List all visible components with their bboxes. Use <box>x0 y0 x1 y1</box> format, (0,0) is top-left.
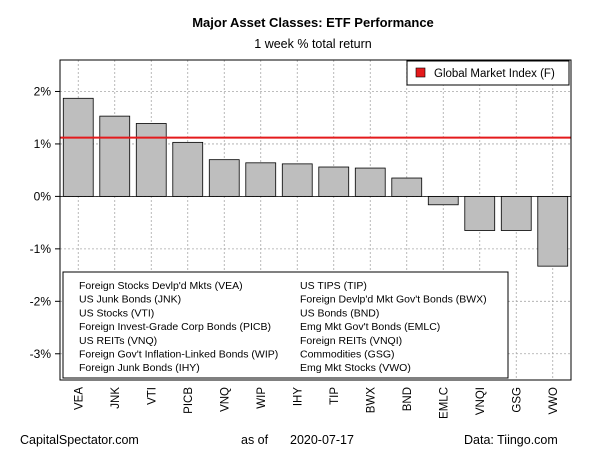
ticker-key-left-item: Foreign Invest-Grade Corp Bonds (PICB) <box>79 321 271 333</box>
ticker-key-right-item: Emg Mkt Stocks (VWO) <box>300 362 411 374</box>
ticker-key-right-item: Commodities (GSG) <box>300 349 395 361</box>
x-tick-label: VNQ <box>219 387 231 412</box>
bar-gsg <box>500 195 532 231</box>
bar-ihy <box>281 163 313 197</box>
y-tick-label: -2% <box>30 294 52 308</box>
x-tick-label: VWO <box>548 387 560 415</box>
y-tick-label: 1% <box>34 137 52 151</box>
chart-title: Major Asset Classes: ETF Performance <box>192 15 434 30</box>
ticker-key-left-item: US REITs (VNQ) <box>79 335 157 347</box>
ticker-key-left-item: Foreign Junk Bonds (IHY) <box>79 362 200 374</box>
plot-frame <box>59 59 572 381</box>
ticker-key-right-item: Foreign REITs (VNQI) <box>300 335 402 347</box>
ticker-key-box <box>62 271 509 379</box>
bars <box>60 97 571 267</box>
bar-vea <box>62 97 94 197</box>
bar-picb <box>172 141 204 197</box>
legend-label: Global Market Index (F) <box>434 68 555 80</box>
bar-vnqi <box>464 195 496 231</box>
x-tick-label: TIP <box>329 387 341 405</box>
x-tick-label: WIP <box>256 387 268 409</box>
bar-wip <box>245 162 277 197</box>
legend-box <box>406 60 570 86</box>
x-tick-label: GSG <box>511 387 523 413</box>
bar-vnq <box>208 159 240 197</box>
ticker-key-right-item: US Bonds (BND) <box>300 307 379 319</box>
y-tick-label: 2% <box>34 84 52 98</box>
bar-vwo <box>537 195 569 267</box>
etf-performance-chart: Major Asset Classes: ETF Performance 1 w… <box>30 15 572 419</box>
ticker-key-right-item: US TIPS (TIP) <box>300 280 367 292</box>
legend: Global Market Index (F) <box>406 60 570 86</box>
x-tick-label: BWX <box>365 387 377 414</box>
footer-date-prefix: as of <box>241 433 269 447</box>
ticker-key-left-item: US Stocks (VTI) <box>79 307 154 319</box>
y-tick-label: -1% <box>30 242 52 256</box>
bar-vti <box>135 123 167 197</box>
y-tick-label: -3% <box>30 347 52 361</box>
chart-subtitle: 1 week % total return <box>254 37 371 51</box>
x-tick-label: VNQI <box>475 387 487 415</box>
footer-source-left: CapitalSpectator.com <box>20 433 139 447</box>
ticker-key-left-item: Foreign Stocks Devlp'd Mkts (VEA) <box>79 280 243 292</box>
y-tick-label: 0% <box>34 189 52 203</box>
x-tick-label: PICB <box>183 387 195 414</box>
x-tick-label: VTI <box>146 387 158 405</box>
x-tick-label: JNK <box>110 387 122 409</box>
ticker-key-right-item: Emg Mkt Gov't Bonds (EMLC) <box>300 321 440 333</box>
axes: -3% -2% -1% 0% 1% 2% VEA JNK VTI PICB VNQ WIP IHY TIP… <box>30 59 572 419</box>
footer-date: 2020-07-17 <box>290 433 354 447</box>
x-tick-label: BND <box>402 387 414 411</box>
x-tick-label: EMLC <box>438 387 450 419</box>
legend-swatch <box>415 67 426 78</box>
x-tick-label: VEA <box>73 387 85 410</box>
bar-jnk <box>99 115 131 197</box>
ticker-key: Foreign Stocks Devlp'd Mkts (VEA) US Junk… <box>62 271 509 379</box>
x-tick-label: IHY <box>292 387 304 407</box>
bar-bnd <box>391 177 423 197</box>
footer-source-right: Data: Tiingo.com <box>464 433 558 447</box>
bar-emlc <box>427 195 459 206</box>
ticker-key-left-item: Foreign Gov't Inflation-Linked Bonds (WI… <box>79 349 278 361</box>
ticker-key-left-item: US Junk Bonds (JNK) <box>79 294 181 306</box>
ticker-key-right-item: Foreign Devlp'd Mkt Gov't Bonds (BWX) <box>300 294 487 306</box>
bar-bwx <box>354 167 386 197</box>
bar-tip <box>318 166 350 197</box>
